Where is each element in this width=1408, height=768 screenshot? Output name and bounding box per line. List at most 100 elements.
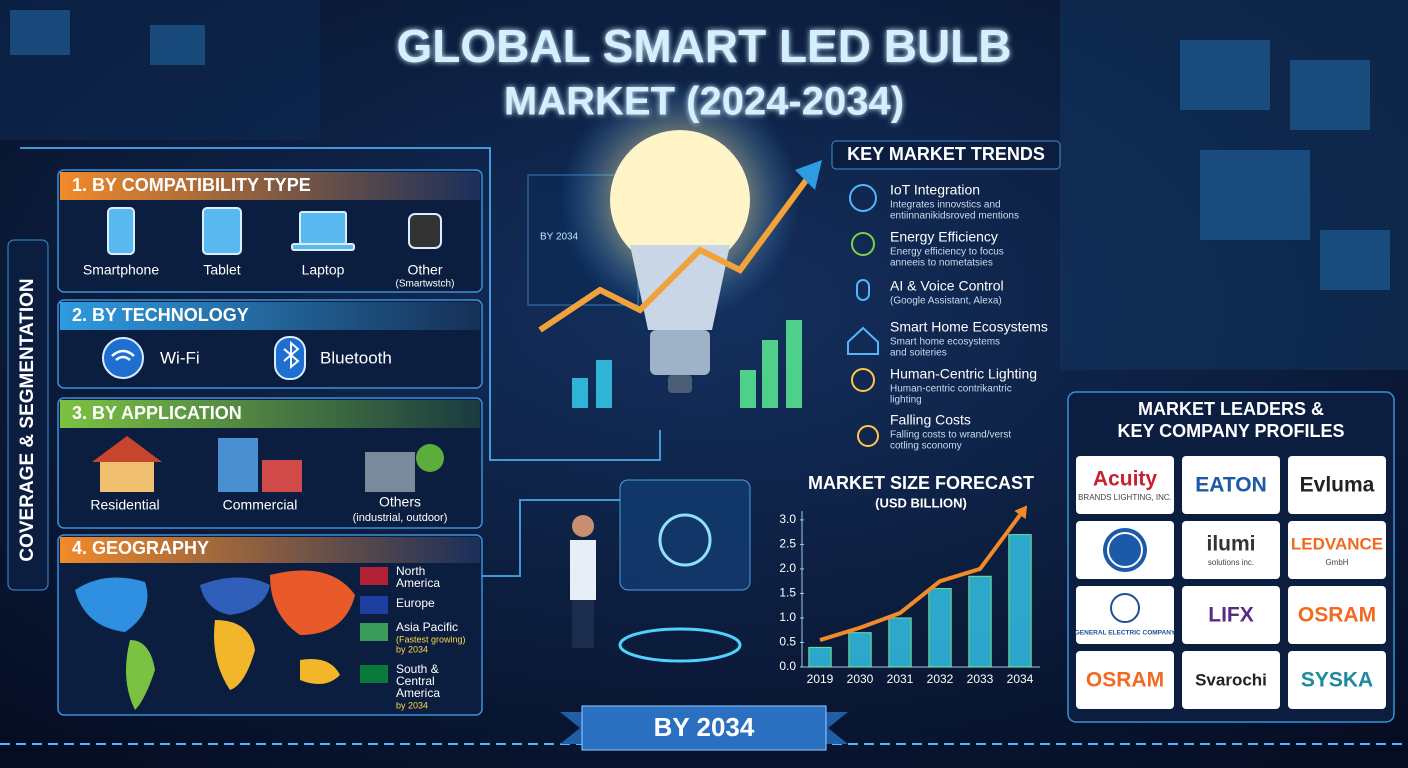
laptop-base <box>291 243 355 251</box>
company-card <box>1288 521 1386 579</box>
decor-bar <box>762 340 778 408</box>
mic-icon <box>856 279 870 301</box>
home-icon <box>847 326 879 355</box>
y-tick-label: 0.0 <box>779 659 796 673</box>
lighting-icon <box>851 368 875 392</box>
trend-desc: and soiteries <box>890 348 947 359</box>
watch-icon <box>408 213 442 249</box>
region-label: Europe <box>396 596 435 610</box>
segment-title: 2. BY TECHNOLOGY <box>72 305 249 325</box>
decor-bar <box>596 360 612 408</box>
flag-eu <box>360 596 388 614</box>
bar <box>808 646 832 668</box>
screen <box>10 10 70 55</box>
y-tick-label: 2.0 <box>779 561 796 575</box>
side-label: COVERAGE & SEGMENTATION <box>17 278 38 561</box>
bar <box>888 617 912 668</box>
flags <box>360 567 388 683</box>
region-label: Asia Pacific <box>396 620 458 634</box>
rising-arrow <box>538 173 813 333</box>
company-card <box>1076 651 1174 709</box>
bar <box>928 588 952 668</box>
bulb-tip <box>668 375 692 393</box>
footer-banner <box>581 705 827 751</box>
trends-title-box <box>831 140 1061 170</box>
company-name: Acuity <box>1093 468 1158 491</box>
trend-label: Human-Centric Lighting <box>890 366 1037 382</box>
trend-desc: Falling costs to wrand/verst <box>890 430 1011 441</box>
x-tick-label: 2032 <box>927 672 954 686</box>
laptop-icon <box>299 211 347 245</box>
person <box>570 540 596 600</box>
screen <box>1200 150 1310 240</box>
ge-logo <box>1103 528 1147 572</box>
bluetooth-rune <box>283 340 300 370</box>
person-legs <box>572 600 594 648</box>
trend-desc: Smart home ecosystems <box>890 337 1000 348</box>
connector <box>20 147 661 461</box>
decor-bar <box>572 378 588 408</box>
trends-title: KEY MARKET TRENDS <box>847 144 1045 164</box>
y-tick-label: 3.0 <box>779 512 796 526</box>
screen <box>1320 230 1390 290</box>
map-asia <box>270 570 355 635</box>
trend-desc: entiinnanikidsroved mentions <box>890 211 1019 222</box>
item-label: Wi-Fi <box>160 348 200 367</box>
company-card <box>1182 651 1280 709</box>
panel <box>57 169 483 293</box>
decor-bar <box>786 320 802 408</box>
tablet-icon <box>202 207 242 255</box>
bulb-base <box>650 330 710 375</box>
company-card <box>1182 456 1280 514</box>
application-icons <box>92 436 444 492</box>
shop <box>262 460 302 492</box>
item-note: (industrial, outdoor) <box>353 512 448 524</box>
segment-title: 3. BY APPLICATION <box>72 403 242 423</box>
company-card <box>1182 586 1280 644</box>
map-north-america <box>75 577 148 632</box>
map-south-america <box>126 640 155 710</box>
wifi-waves <box>111 349 135 361</box>
company-name: Evluma <box>1300 474 1375 497</box>
flag-asia <box>360 623 388 641</box>
factory <box>365 452 415 492</box>
hologram-bulb <box>658 513 712 567</box>
item-label: Laptop <box>302 262 345 278</box>
segment-title: 1. BY COMPATIBILITY TYPE <box>72 175 311 195</box>
chart-title: MARKET SIZE FORECAST <box>808 473 1034 493</box>
trend-desc: lighting <box>890 395 922 406</box>
screen <box>1290 60 1370 130</box>
company-name: SYSKA <box>1301 669 1373 692</box>
company-name: GENERAL ELECTRIC COMPANY <box>1075 630 1176 637</box>
decor-bar <box>740 370 756 408</box>
title: GLOBAL SMART LED BULB <box>396 20 1011 72</box>
company-card <box>1182 521 1280 579</box>
hologram-screen <box>619 479 751 591</box>
arrow-head <box>795 160 822 190</box>
item-label: Tablet <box>203 262 240 278</box>
world-map <box>75 570 355 710</box>
company-sub: BRANDS LIGHTING, INC. <box>1078 493 1172 502</box>
iot-icon <box>849 184 877 212</box>
company-name: EATON <box>1195 474 1267 497</box>
item-label: Smartphone <box>83 262 159 278</box>
y-tick-label: 1.0 <box>779 610 796 624</box>
item-label: Bluetooth <box>320 348 392 367</box>
coin-icon <box>857 425 879 447</box>
hologram-base <box>618 627 742 663</box>
region-label: America <box>396 576 440 590</box>
panel-header <box>60 172 480 200</box>
company-name: OSRAM <box>1086 669 1164 692</box>
leaders-title: MARKET LEADERS & <box>1138 399 1324 419</box>
y-tick-label: 0.5 <box>779 635 796 649</box>
bulb-graphic <box>527 80 822 408</box>
y-tick-label: 1.5 <box>779 586 796 600</box>
screens <box>10 10 1390 290</box>
trend-label: Energy Efficiency <box>890 229 998 245</box>
smartphone-icon <box>107 207 135 255</box>
hologram-scene <box>570 479 751 663</box>
region-label: South & <box>396 662 439 676</box>
panel-header <box>60 302 480 330</box>
